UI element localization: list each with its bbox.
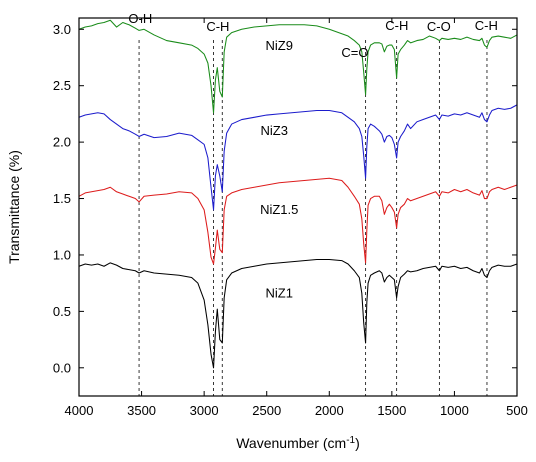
x-axis-title-tail: ) [355,435,360,451]
series-label: NiZ9 [266,38,293,53]
y-tick-label: 2.5 [53,78,71,93]
band-annotation: C-H [385,18,408,33]
x-tick-label: 1500 [377,403,406,418]
x-tick-label: 1000 [440,403,469,418]
x-tick-label: 4000 [65,403,94,418]
series-label: NiZ3 [260,123,287,138]
series-line-niz9 [78,19,518,114]
x-tick-label: 500 [506,403,528,418]
y-tick-label: 2.0 [53,135,71,150]
series-line-niz1-5 [78,177,518,265]
band-annotation: C-H [475,18,498,33]
axis-layer: 4000 3500 3000 2500 2000 1500 1000 500 0.0 0.5 1.0… [53,17,528,418]
labels-layer: NiZ9 NiZ3 NiZ1.5 NiZ1 O-H C-H C=O C-H C-O C-H [128,11,497,300]
band-annotation: C-O [427,19,451,34]
y-tick-label: 0.5 [53,304,71,319]
plot-frame [78,17,518,397]
x-tick-label: 3000 [190,403,219,418]
band-annotation: C=O [341,45,368,60]
series-layer [78,19,518,369]
y-tick-label: 1.0 [53,247,71,262]
series-line-niz1 [78,258,518,369]
series-label: NiZ1 [266,285,293,300]
x-axis-title-superscript: -1 [346,435,355,446]
y-tick-label: 3.0 [53,22,71,37]
x-axis-title: Wavenumber (cm-1) [236,435,360,452]
x-tick-label: 2000 [315,403,344,418]
reference-lines-layer [138,40,488,396]
series-label: NiZ1.5 [260,202,298,217]
band-annotation: O-H [128,11,152,26]
band-annotation: C-H [206,19,229,34]
x-tick-label: 2500 [252,403,281,418]
x-axis-title-main: Wavenumber (cm [236,435,346,451]
series-line-niz3 [78,104,518,211]
y-tick-label: 0.0 [53,360,71,375]
x-tick-label: 3500 [127,403,156,418]
y-axis-title: Transmittance (%) [6,150,22,264]
y-tick-label: 1.5 [53,191,71,206]
